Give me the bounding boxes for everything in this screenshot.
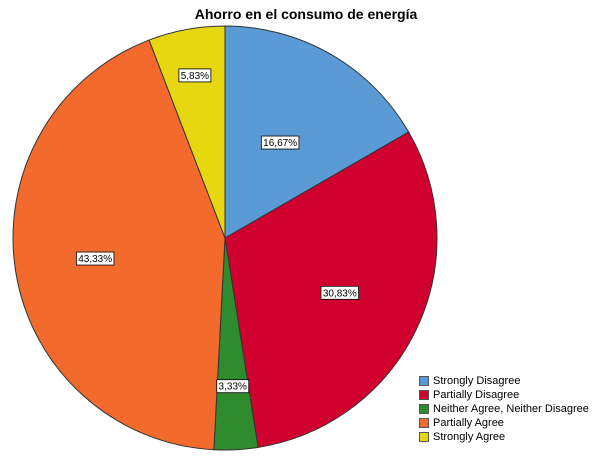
data-label-text: 30,83%: [323, 288, 357, 299]
legend-label: Strongly Disagree: [433, 375, 521, 387]
data-label-box: [260, 135, 300, 150]
legend-swatch: [419, 432, 429, 442]
data-label-box: [178, 68, 212, 83]
legend-swatch: [419, 390, 429, 400]
legend-swatch: [419, 418, 429, 428]
data-label-partially-agree: 43,33%: [75, 251, 115, 266]
pie-slice-partially-agree: [12, 39, 226, 451]
legend-label: Partially Agree: [433, 417, 504, 429]
data-label-text: 5,83%: [181, 71, 209, 82]
legend-item-strongly-agree: Strongly Agree: [419, 430, 589, 444]
legend-label: Partially Disagree: [433, 389, 520, 401]
legend-swatch: [419, 404, 429, 414]
legend-item-strongly-disagree: Strongly Disagree: [419, 374, 589, 388]
data-label-box: [75, 251, 115, 266]
data-label-partially-disagree: 30,83%: [320, 285, 359, 300]
data-label-box: [216, 379, 250, 394]
chart-title: Ahorro en el consumo de energía: [194, 6, 418, 22]
legend-label: Neither Agree, Neither Disagree: [433, 403, 589, 415]
data-label-strongly-agree: 5,83%: [178, 68, 212, 83]
legend-label: Strongly Agree: [433, 431, 506, 443]
data-label-text: 16,67%: [263, 138, 297, 149]
data-label-neither: 3,33%: [216, 379, 250, 394]
legend: Strongly Disagree Partially Disagree Nei…: [419, 374, 589, 444]
legend-item-neither: Neither Agree, Neither Disagree: [419, 402, 589, 416]
data-label-text: 3,33%: [219, 382, 247, 393]
pie-slice-strongly-disagree: [224, 25, 410, 239]
data-label-box: [320, 285, 359, 300]
data-label-strongly-disagree: 16,67%: [260, 135, 300, 150]
legend-item-partially-agree: Partially Agree: [419, 416, 589, 430]
legend-item-partially-disagree: Partially Disagree: [419, 388, 589, 402]
legend-swatch: [419, 376, 429, 386]
data-label-text: 43,33%: [78, 254, 112, 265]
